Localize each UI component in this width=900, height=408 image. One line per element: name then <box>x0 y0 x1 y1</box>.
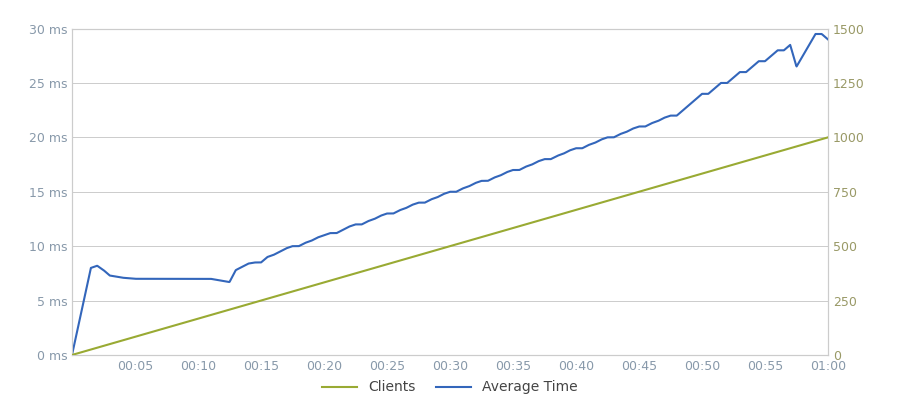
Legend: Clients, Average Time: Clients, Average Time <box>315 373 585 401</box>
